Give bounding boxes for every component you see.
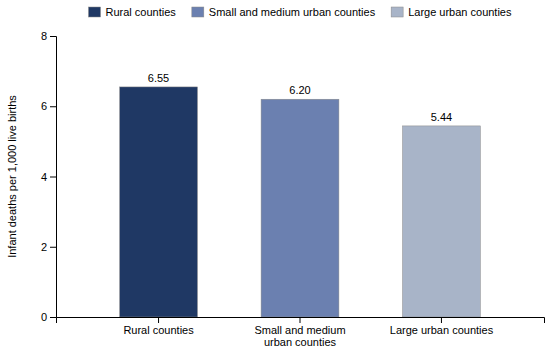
y-tick-label: 0	[41, 311, 47, 323]
x-tick-label: Large urban counties	[390, 324, 494, 336]
y-tick-label: 6	[41, 100, 47, 112]
plot: 0 2 4 6 8 Rural counties Small and mediumurban…	[6, 30, 545, 348]
y-tick-mark	[50, 177, 56, 178]
x-tick: Small and mediumurban counties	[254, 317, 345, 348]
legend: Rural counties Small and medium urban cou…	[89, 6, 512, 18]
y-tick: 8	[41, 30, 56, 42]
legend-label: Rural counties	[106, 6, 177, 18]
legend-item: Large urban counties	[391, 6, 512, 18]
y-tick: 2	[41, 241, 56, 253]
x-tick-mark	[158, 317, 159, 323]
legend-swatch	[89, 7, 101, 17]
bar	[261, 99, 339, 317]
legend-swatch	[192, 7, 204, 17]
y-tick-mark	[50, 36, 56, 37]
legend-item: Small and medium urban counties	[192, 6, 376, 18]
y-axis-title: Infant deaths per 1,000 live births	[6, 95, 18, 258]
data-label: 6.55	[148, 72, 169, 84]
x-tick-label: Rural counties	[123, 324, 194, 336]
legend-label: Small and medium urban counties	[209, 6, 376, 18]
x-tick-mark	[441, 317, 442, 323]
bar	[403, 126, 481, 317]
x-axis: Rural counties Small and mediumurban coun…	[57, 317, 545, 348]
legend-label: Large urban counties	[408, 6, 512, 18]
y-tick-mark	[50, 247, 56, 248]
data-label: 5.44	[431, 111, 452, 123]
x-tick: Rural counties	[123, 317, 194, 336]
x-tick: Large urban counties	[390, 317, 494, 336]
y-tick-label: 2	[41, 241, 47, 253]
x-tick-label: Small and mediumurban counties	[254, 324, 345, 349]
bar	[120, 87, 198, 317]
y-tick: 0	[41, 311, 56, 323]
y-tick-mark	[50, 317, 56, 318]
bars	[120, 87, 481, 317]
y-tick: 4	[41, 171, 56, 183]
data-labels: 6.55 6.20 5.44	[148, 72, 452, 123]
x-tick-mark	[300, 317, 301, 323]
y-tick-label: 8	[41, 30, 47, 42]
data-label: 6.20	[289, 84, 310, 96]
y-tick-mark	[50, 106, 56, 107]
legend-item: Rural counties	[89, 6, 177, 18]
chart: 0 2 4 6 8 Rural counties Small and mediumurban…	[0, 0, 560, 361]
legend-swatch	[391, 7, 403, 17]
y-tick: 6	[41, 100, 56, 112]
y-axis: 0 2 4 6 8	[41, 30, 57, 323]
x-axis-line	[57, 318, 545, 324]
y-tick-label: 4	[41, 171, 47, 183]
y-axis-line	[50, 37, 57, 318]
